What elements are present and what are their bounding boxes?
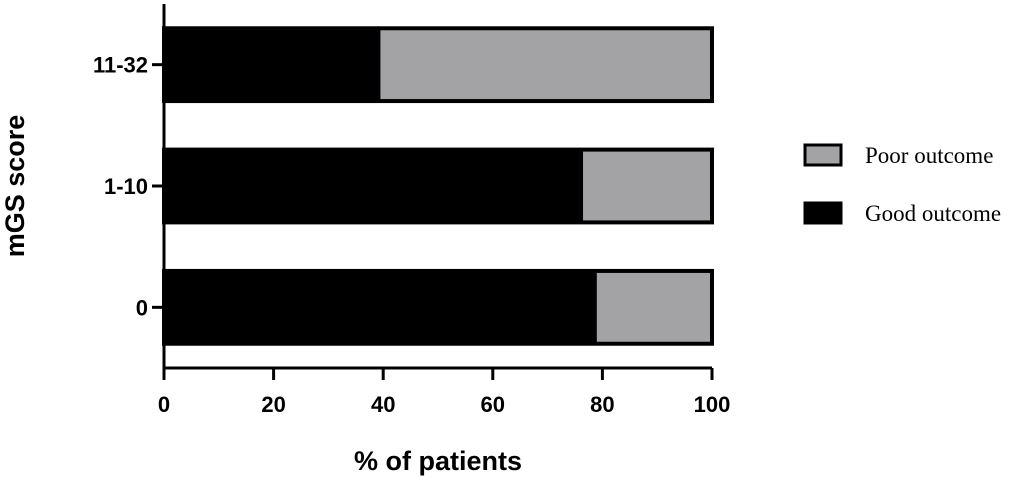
legend-label-good-outcome: Good outcome	[865, 201, 1001, 226]
y-tick-label: 0	[136, 295, 148, 320]
x-tick-label: 100	[694, 392, 731, 417]
legend-swatch-poor-outcome	[803, 143, 843, 167]
y-tick-label: 11-32	[93, 53, 148, 78]
bar-poor-outcome-11-32	[380, 28, 712, 102]
legend-label-poor-outcome: Poor outcome	[865, 143, 993, 168]
x-axis-title: % of patients	[354, 446, 522, 476]
bar-poor-outcome-0	[596, 270, 712, 344]
bar-good-outcome-11-32	[164, 28, 381, 102]
x-tick-label: 0	[158, 392, 170, 417]
ticks-layer: 0 1-10 11-32 0 20 40 60 80 100	[93, 53, 730, 417]
bar-poor-outcome-1-10	[583, 149, 712, 223]
y-tick-label: 1-10	[104, 174, 148, 199]
x-tick-label: 80	[590, 392, 614, 417]
legend-swatch-good-outcome	[803, 201, 843, 225]
bars-layer	[162, 26, 714, 346]
x-tick-label: 20	[261, 392, 285, 417]
legend: Poor outcome Good outcome	[803, 143, 1001, 226]
bar-good-outcome-0	[164, 270, 597, 344]
x-tick-label: 60	[481, 392, 505, 417]
x-tick-label: 40	[371, 392, 395, 417]
y-axis-title: mGS score	[0, 115, 30, 258]
bar-good-outcome-1-10	[164, 149, 584, 223]
